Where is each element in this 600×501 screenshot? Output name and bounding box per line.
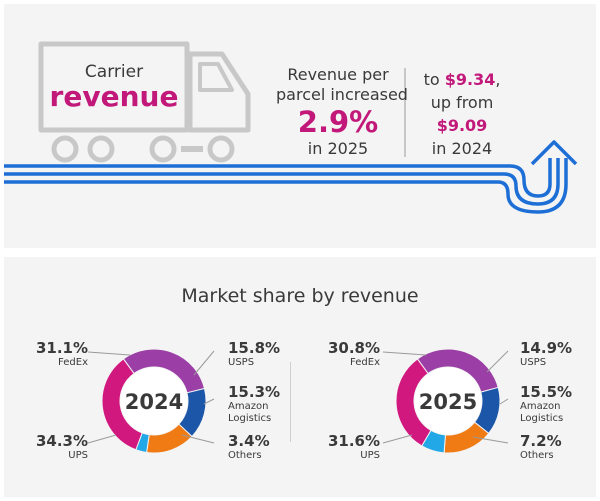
label-ups-2025: 31.6% UPS (328, 433, 380, 462)
leader-ups-2025 (382, 434, 413, 444)
label-fedex-2024: 31.1% FedEx (36, 340, 88, 369)
label-usps-2024: 15.8% USPS (228, 340, 280, 369)
leader-others-2025 (472, 436, 509, 444)
value-usps-2025: 14.9% (520, 339, 573, 357)
carrier-revenue-panel: Carrier revenue Revenue per parcel incre… (4, 4, 596, 248)
chart-title: Market share by revenue (181, 285, 419, 307)
name-usps-2025: USPS (520, 357, 547, 368)
value-ups-2024: 34.3% (35, 432, 88, 450)
market-share-panel: Market share by revenue 2024 31.1% FedEx… (4, 257, 596, 497)
leader-usps-2024 (193, 350, 215, 376)
revenue-compare-line2: up from (430, 93, 494, 112)
donut-svg-2024 (87, 348, 215, 454)
name-ups-2025: UPS (360, 450, 380, 461)
value-fedex-2024: 31.1% (35, 339, 88, 357)
truck-wheels (51, 135, 235, 163)
name2-amazon-2025: Logistics (520, 413, 564, 424)
value-fedex-2025: 30.8% (327, 339, 380, 357)
value-usps-2024: 15.8% (228, 339, 281, 357)
slice-ups-2024 (101, 358, 143, 451)
label-fedex-2025: 30.8% FedEx (328, 340, 380, 369)
revenue-compare-line1: to $9.34, (418, 68, 506, 91)
label-usps-2025: 14.9% USPS (520, 340, 572, 369)
donut-svg-2025 (382, 348, 509, 454)
chart-separator (290, 362, 291, 442)
label-amazon-2025: 15.5% Amazon Logistics (520, 384, 572, 425)
name-others-2025: Others (520, 450, 554, 461)
donut-center-2025 (414, 367, 482, 435)
name1-amazon-2024: Amazon (228, 401, 269, 412)
label-others-2024: 3.4% Others (228, 433, 270, 462)
leader-others-2024 (181, 434, 215, 444)
leader-amazon-2025 (499, 398, 509, 405)
revenue-stat-line1: Revenue per (287, 65, 389, 84)
slice-ups-2025 (395, 358, 432, 447)
donut-chart-2024: 2024 31.1% FedEx 34.3% UPS 15.8% USPS 15… (4, 257, 300, 497)
value-amazon-2025: 15.5% (520, 383, 573, 401)
compare-new-value: $9.34 (444, 70, 496, 89)
compare-old-value: $9.09 (436, 116, 488, 135)
revenue-compare-line4: in 2024 (431, 139, 493, 158)
revenue-compare: to $9.34, up from $9.09 in 2024 (418, 68, 506, 160)
compare-prefix: to (423, 70, 445, 89)
center-label-2025: 2025 (418, 390, 478, 414)
carrier-label-line2: revenue (49, 80, 179, 113)
label-others-2025: 7.2% Others (520, 433, 562, 462)
value-ups-2025: 31.6% (327, 432, 380, 450)
leader-usps-2025 (486, 350, 509, 373)
carrier-label: Carrier revenue (41, 62, 187, 112)
label-amazon-2024: 15.3% Amazon Logistics (228, 384, 280, 425)
growth-arrow-icon (4, 140, 578, 214)
leader-ups-2024 (87, 434, 117, 444)
revenue-stat: Revenue per parcel increased 2.9% in 202… (276, 65, 408, 159)
truck-icon (38, 41, 251, 133)
center-label-2024: 2024 (124, 390, 184, 414)
leader-fedex-2024 (87, 351, 131, 356)
name-usps-2024: USPS (228, 357, 255, 368)
name2-amazon-2024: Logistics (228, 413, 272, 424)
name-fedex-2024: FedEx (58, 357, 88, 368)
revenue-stat-line2: parcel increased (276, 85, 408, 104)
value-others-2025: 7.2% (520, 432, 562, 450)
name-others-2024: Others (228, 450, 262, 461)
compare-suffix: , (495, 70, 501, 89)
name1-amazon-2025: Amazon (520, 401, 561, 412)
donut-center-2024 (120, 367, 188, 435)
leader-amazon-2024 (203, 398, 215, 405)
truck-graphic (4, 41, 578, 214)
carrier-label-line1: Carrier (84, 62, 144, 82)
donut-chart-2025: 2025 30.8% FedEx 31.6% UPS 14.9% USPS 15… (300, 257, 596, 497)
name-ups-2024: UPS (68, 450, 88, 461)
value-others-2024: 3.4% (228, 432, 270, 450)
value-amazon-2024: 15.3% (228, 383, 281, 401)
label-ups-2024: 34.3% UPS (36, 433, 88, 462)
leader-fedex-2025 (382, 351, 427, 356)
revenue-stat-value: 2.9% (297, 105, 379, 139)
name-fedex-2025: FedEx (350, 357, 380, 368)
revenue-stat-line3: in 2025 (307, 139, 369, 158)
